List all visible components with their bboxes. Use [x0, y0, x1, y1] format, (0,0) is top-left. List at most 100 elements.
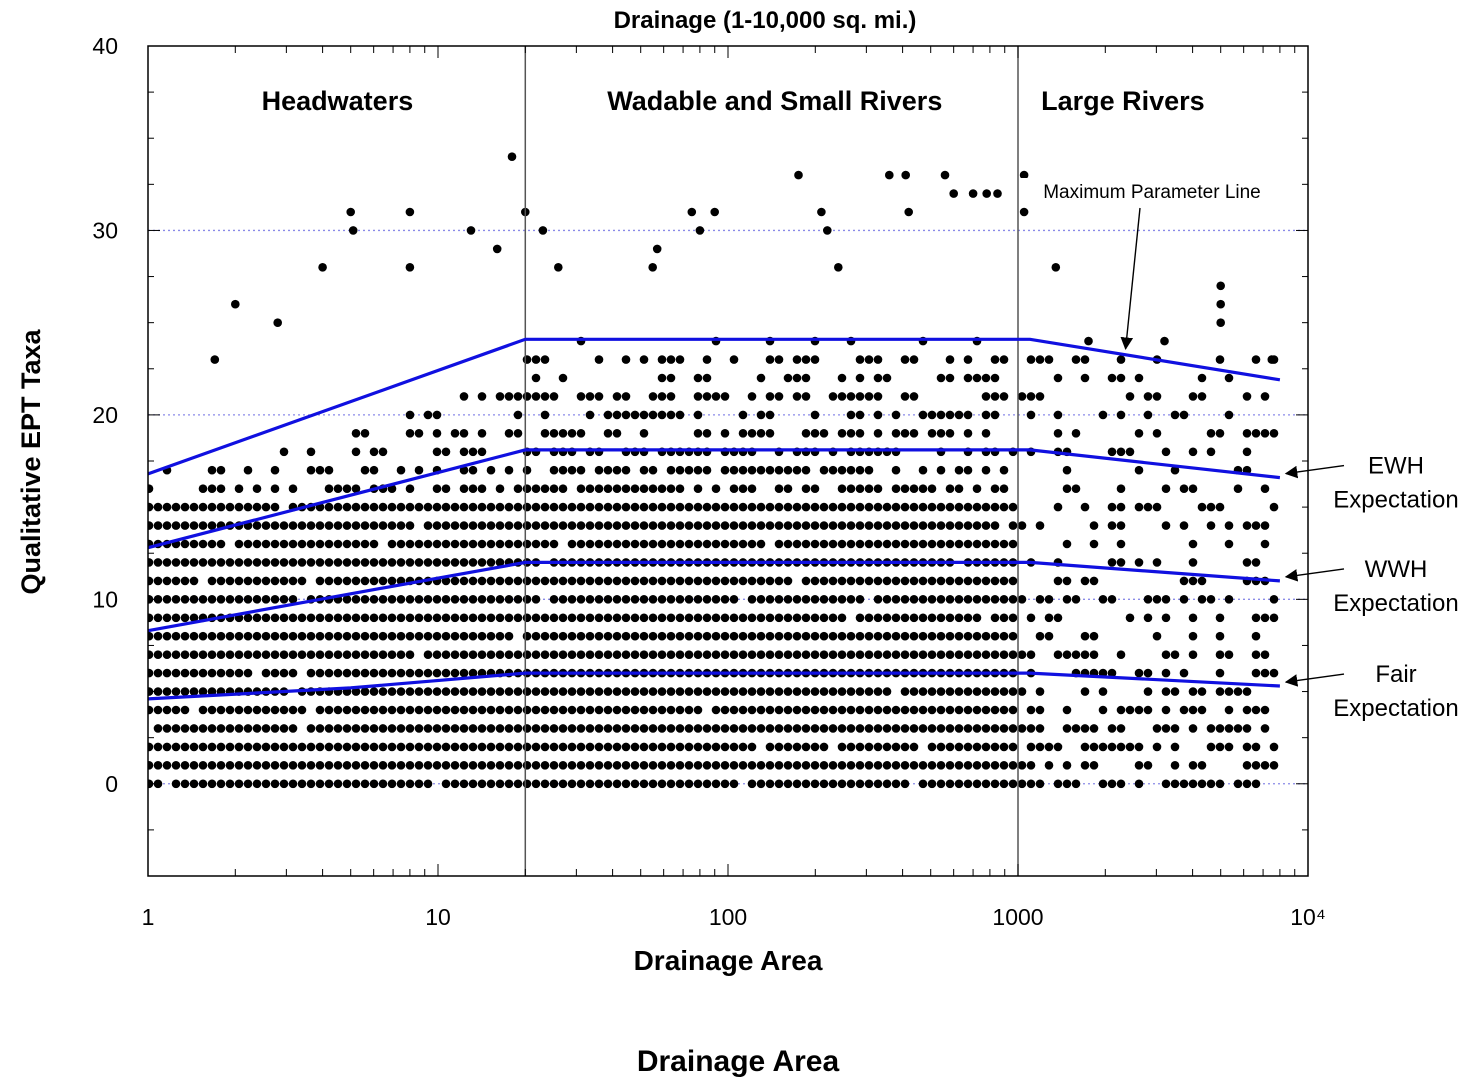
scatter-point: [999, 465, 1009, 475]
scatter-point: [1035, 392, 1045, 401]
scatter-point: [837, 631, 847, 641]
scatter-point: [162, 521, 172, 530]
scatter-point: [990, 539, 1000, 549]
scatter-point: [819, 521, 829, 530]
scatter-point: [468, 521, 478, 530]
scatter-point: [612, 724, 622, 733]
scatter-point: [819, 761, 829, 770]
scatter-point: [315, 613, 325, 623]
scatter-point: [522, 631, 532, 641]
scatter-point: [198, 595, 208, 604]
scatter-point: [477, 576, 487, 586]
scatter-point: [423, 687, 433, 696]
scatter-point: [648, 410, 658, 420]
scatter-point: [981, 373, 991, 383]
scatter-point: [405, 668, 415, 678]
scatter-point: [315, 465, 325, 475]
scatter-point: [648, 687, 658, 696]
scatter-point: [225, 650, 235, 659]
scatter-point: [558, 650, 568, 659]
scatter-point: [918, 613, 928, 623]
scatter-point: [585, 631, 595, 641]
scatter-point: [1107, 668, 1117, 678]
scatter-point: [261, 761, 271, 770]
scatter-point: [711, 521, 721, 530]
scatter-point: [324, 668, 334, 678]
scatter-point: [450, 576, 460, 586]
scatter-point: [612, 631, 622, 641]
scatter-point: [711, 595, 721, 604]
scatter-point: [1026, 650, 1036, 659]
scatter-point: [963, 373, 973, 383]
scatter-point: [468, 779, 478, 789]
scatter-point: [612, 539, 622, 549]
scatter-point: [1215, 742, 1225, 752]
scatter-point: [945, 373, 955, 383]
scatter-point: [1197, 761, 1207, 770]
scatter-point: [684, 724, 694, 733]
scatter-point: [432, 761, 442, 770]
scatter-point: [990, 761, 1000, 770]
scatter-point: [1224, 521, 1234, 530]
scatter-point: [846, 742, 856, 752]
scatter-point: [378, 447, 388, 457]
scatter-point: [423, 724, 433, 733]
scatter-point: [1251, 650, 1261, 659]
scatter-point: [981, 724, 991, 733]
scatter-point: [846, 539, 856, 549]
scatter-point: [585, 392, 595, 401]
scatter-point: [675, 355, 685, 364]
scatter-point: [882, 687, 892, 696]
scatter-point: [837, 613, 847, 623]
scatter-point: [1116, 447, 1126, 457]
scatter-point: [900, 392, 910, 401]
scatter-point: [1143, 705, 1153, 715]
scatter-point: [261, 539, 271, 549]
scatter-point: [819, 613, 829, 623]
scatter-point: [909, 576, 919, 586]
scatter-point: [198, 558, 208, 567]
scatter-point: [567, 761, 577, 770]
scatter-point: [567, 429, 577, 438]
scatter-point: [1161, 779, 1171, 789]
scatter-point: [567, 502, 577, 512]
scatter-point: [1035, 779, 1045, 789]
scatter-point: [405, 484, 415, 494]
scatter-point: [1161, 687, 1171, 696]
series-line: [147, 671, 1280, 701]
scatter-point: [360, 502, 370, 512]
scatter-point: [558, 687, 568, 696]
scatter-point: [702, 761, 712, 770]
scatter-point: [387, 521, 397, 530]
scatter-point: [819, 779, 829, 789]
scatter-point: [657, 650, 667, 659]
scatter-point: [1260, 761, 1270, 770]
scatter-point: [459, 705, 469, 715]
scatter-point: [710, 207, 719, 217]
scatter-point: [648, 631, 658, 641]
scatter-point: [450, 668, 460, 678]
scatter-point: [828, 650, 838, 659]
scatter-point: [873, 539, 883, 549]
scatter-point: [414, 502, 424, 512]
scatter-point: [513, 595, 523, 604]
scatter-point: [900, 650, 910, 659]
scatter-point: [387, 558, 397, 567]
scatter-point: [297, 521, 307, 530]
scatter-point: [1216, 318, 1225, 328]
scatter-point: [648, 742, 658, 752]
scatter-point: [648, 779, 658, 789]
scatter-point: [369, 502, 379, 512]
scatter-point: [909, 539, 919, 549]
scatter-point: [507, 152, 517, 161]
scatter-point: [783, 724, 793, 733]
scatter-point: [720, 576, 730, 586]
scatter-point: [333, 705, 343, 715]
scatter-point: [864, 631, 874, 641]
scatter-point: [288, 631, 298, 641]
scatter-point: [477, 761, 487, 770]
scatter-point: [594, 631, 604, 641]
scatter-point: [441, 521, 451, 530]
scatter-point: [702, 355, 712, 364]
scatter-point: [405, 207, 415, 217]
